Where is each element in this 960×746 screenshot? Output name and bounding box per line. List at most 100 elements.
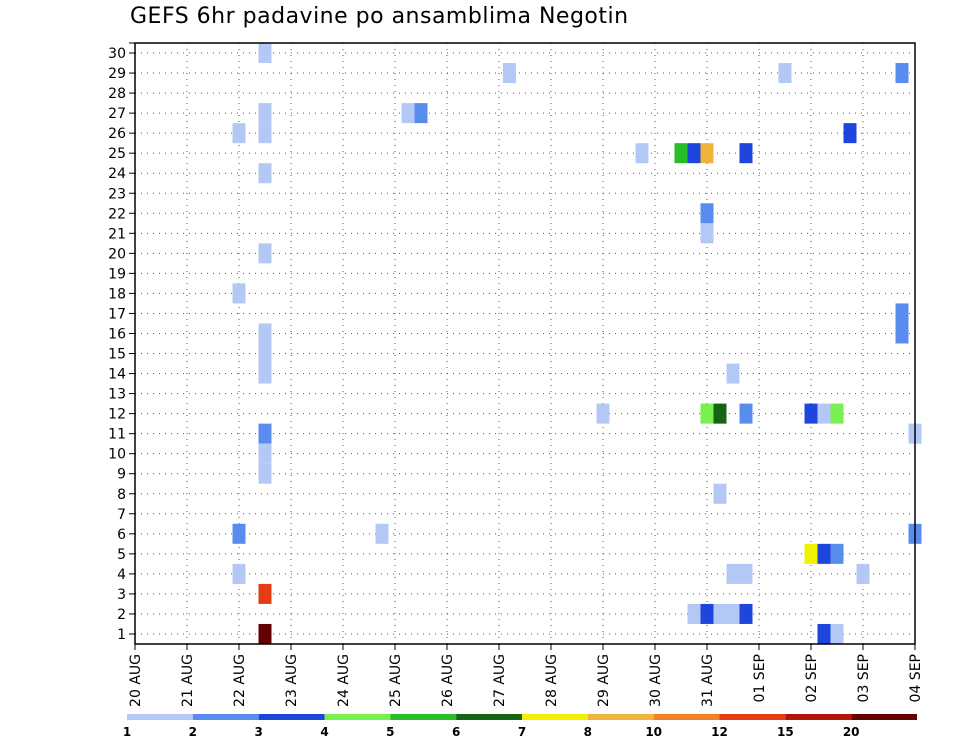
heatmap-cell bbox=[713, 403, 727, 424]
y-tick-label: 21 bbox=[108, 226, 126, 242]
heatmap-cell bbox=[778, 63, 792, 84]
heatmap-cell bbox=[700, 143, 714, 164]
plot-frame bbox=[134, 42, 916, 645]
y-tick-label: 19 bbox=[108, 266, 126, 282]
y-tick-label: 1 bbox=[117, 627, 126, 643]
heatmap-cell bbox=[258, 443, 272, 464]
legend-label: 2 bbox=[189, 725, 197, 739]
heatmap-cell bbox=[817, 403, 831, 424]
x-tick-label: 24 AUG bbox=[336, 654, 352, 707]
heatmap-cell bbox=[739, 563, 753, 584]
legend-label: 6 bbox=[452, 725, 460, 739]
legend-swatch bbox=[785, 714, 852, 720]
y-tick-label: 27 bbox=[108, 106, 126, 122]
heatmap-cell bbox=[258, 123, 272, 144]
legend-swatch bbox=[390, 714, 457, 720]
y-tick-label: 9 bbox=[117, 467, 126, 483]
heatmap-cell bbox=[258, 423, 272, 444]
heatmap-cell bbox=[895, 303, 909, 324]
heatmap-cell bbox=[804, 403, 818, 424]
legend-swatch bbox=[587, 714, 654, 720]
heatmap-cell bbox=[401, 103, 415, 124]
x-tick-label: 23 AUG bbox=[284, 654, 300, 707]
heatmap-cell bbox=[414, 103, 428, 124]
x-tick-label: 22 AUG bbox=[232, 654, 248, 707]
legend-label: 4 bbox=[320, 725, 328, 739]
heatmap-cell bbox=[817, 543, 831, 564]
y-tick-label: 12 bbox=[108, 407, 126, 423]
x-tick-label: 21 AUG bbox=[180, 654, 196, 707]
heatmap-cell bbox=[817, 623, 831, 644]
x-tick-label: 28 AUG bbox=[544, 654, 560, 707]
heatmap-cell bbox=[258, 163, 272, 184]
heatmap-cell bbox=[635, 143, 649, 164]
y-tick-label: 29 bbox=[108, 66, 126, 82]
legend-swatch bbox=[456, 714, 522, 720]
heatmap-cell bbox=[258, 623, 272, 644]
legend-label: 1 bbox=[123, 725, 131, 739]
y-tick-label: 17 bbox=[108, 306, 126, 322]
heatmap-cell bbox=[232, 563, 246, 584]
heatmap-cell bbox=[674, 143, 688, 164]
x-tick-label: 25 AUG bbox=[388, 654, 404, 707]
y-tick-label: 14 bbox=[108, 367, 126, 383]
y-tick-label: 26 bbox=[108, 126, 126, 142]
legend-label: 10 bbox=[645, 725, 662, 739]
heatmap-cell bbox=[726, 363, 740, 384]
heatmap-cell bbox=[258, 463, 272, 484]
legend-label: 15 bbox=[777, 725, 794, 739]
y-tick-label: 20 bbox=[108, 246, 126, 262]
heatmap-cell bbox=[713, 603, 727, 624]
heatmap-cell bbox=[258, 323, 272, 344]
y-tick-label: 23 bbox=[108, 186, 126, 202]
heatmap-cell bbox=[687, 143, 701, 164]
heatmap-cell bbox=[830, 543, 844, 564]
legend-swatch bbox=[192, 714, 259, 720]
heatmap-cell bbox=[830, 403, 844, 424]
heatmap-cell bbox=[739, 403, 753, 424]
legend-swatch bbox=[127, 714, 193, 720]
legend-label: 8 bbox=[584, 725, 592, 739]
heatmap-cell bbox=[700, 223, 714, 244]
y-tick-label: 13 bbox=[108, 387, 126, 403]
legend-label: 5 bbox=[386, 725, 394, 739]
heatmap-cell bbox=[700, 203, 714, 224]
heatmap-cell bbox=[700, 603, 714, 624]
heatmap-cell bbox=[830, 623, 844, 644]
heatmap-cell bbox=[232, 283, 246, 304]
legend-label: 7 bbox=[518, 725, 526, 739]
y-tick-label: 24 bbox=[108, 166, 126, 182]
heatmap-cell bbox=[895, 63, 909, 84]
heatmap-cell bbox=[232, 523, 246, 544]
y-tick-label: 18 bbox=[108, 286, 126, 302]
legend-swatch bbox=[719, 714, 786, 720]
heatmap-cell bbox=[258, 243, 272, 264]
y-tick-label: 30 bbox=[108, 46, 126, 62]
x-tick-label: 26 AUG bbox=[440, 654, 456, 707]
y-tick-label: 22 bbox=[108, 206, 126, 222]
y-tick-label: 6 bbox=[117, 527, 126, 543]
x-tick-label: 01 SEP bbox=[752, 654, 768, 702]
legend-swatch bbox=[522, 714, 588, 720]
chart-title: GEFS 6hr padavine po ansamblima Negotin bbox=[130, 4, 629, 29]
heatmap-cell bbox=[804, 543, 818, 564]
y-tick-label: 2 bbox=[117, 607, 126, 623]
heatmap-cell bbox=[375, 523, 389, 544]
heatmap-cell bbox=[726, 603, 740, 624]
y-tick-label: 3 bbox=[117, 587, 126, 603]
x-tick-label: 03 SEP bbox=[856, 654, 872, 702]
x-tick-label: 30 AUG bbox=[648, 654, 664, 707]
y-tick-label: 7 bbox=[117, 507, 126, 523]
heatmap-cell bbox=[232, 123, 246, 144]
heatmap-cell bbox=[258, 363, 272, 384]
heatmap-cell bbox=[895, 323, 909, 344]
heatmap-cell bbox=[596, 403, 610, 424]
heatmap-cell bbox=[258, 43, 272, 64]
heatmap-cell bbox=[700, 403, 714, 424]
legend-swatch bbox=[653, 714, 720, 720]
legend-label: 3 bbox=[254, 725, 262, 739]
legend-swatch bbox=[851, 714, 917, 720]
heatmap-cell bbox=[687, 603, 701, 624]
